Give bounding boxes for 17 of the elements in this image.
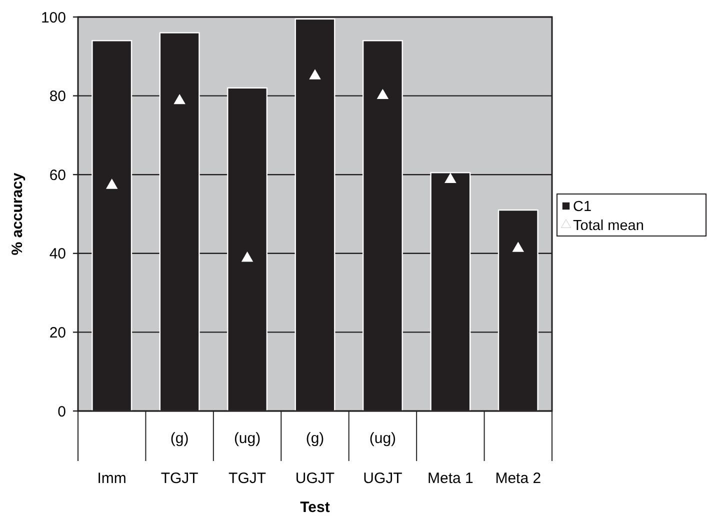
category-label: (ug) TGJT <box>228 430 266 487</box>
legend-label: Total mean <box>573 218 644 234</box>
x-tick-label: Meta 1 <box>428 470 474 487</box>
x-tick-label: Imm <box>97 470 126 487</box>
y-tick-label: 0 <box>58 403 66 420</box>
y-tick-label: 40 <box>49 246 66 263</box>
y-tick-label: 100 <box>40 9 66 26</box>
category-label: (ug) UGJT <box>363 430 402 487</box>
legend-label: C1 <box>573 199 592 216</box>
category-label: (g) TGJT <box>160 430 198 487</box>
category-label: (g) UGJT <box>295 430 335 487</box>
y-tick-label: 60 <box>49 166 66 184</box>
y-tick-label: 20 <box>49 324 66 342</box>
x-tick-label: Meta 2 <box>495 470 542 487</box>
x-axis-title: Test <box>300 499 330 516</box>
y-tick-label: 80 <box>49 88 66 106</box>
y-axis-title: % accuracy <box>9 172 26 256</box>
